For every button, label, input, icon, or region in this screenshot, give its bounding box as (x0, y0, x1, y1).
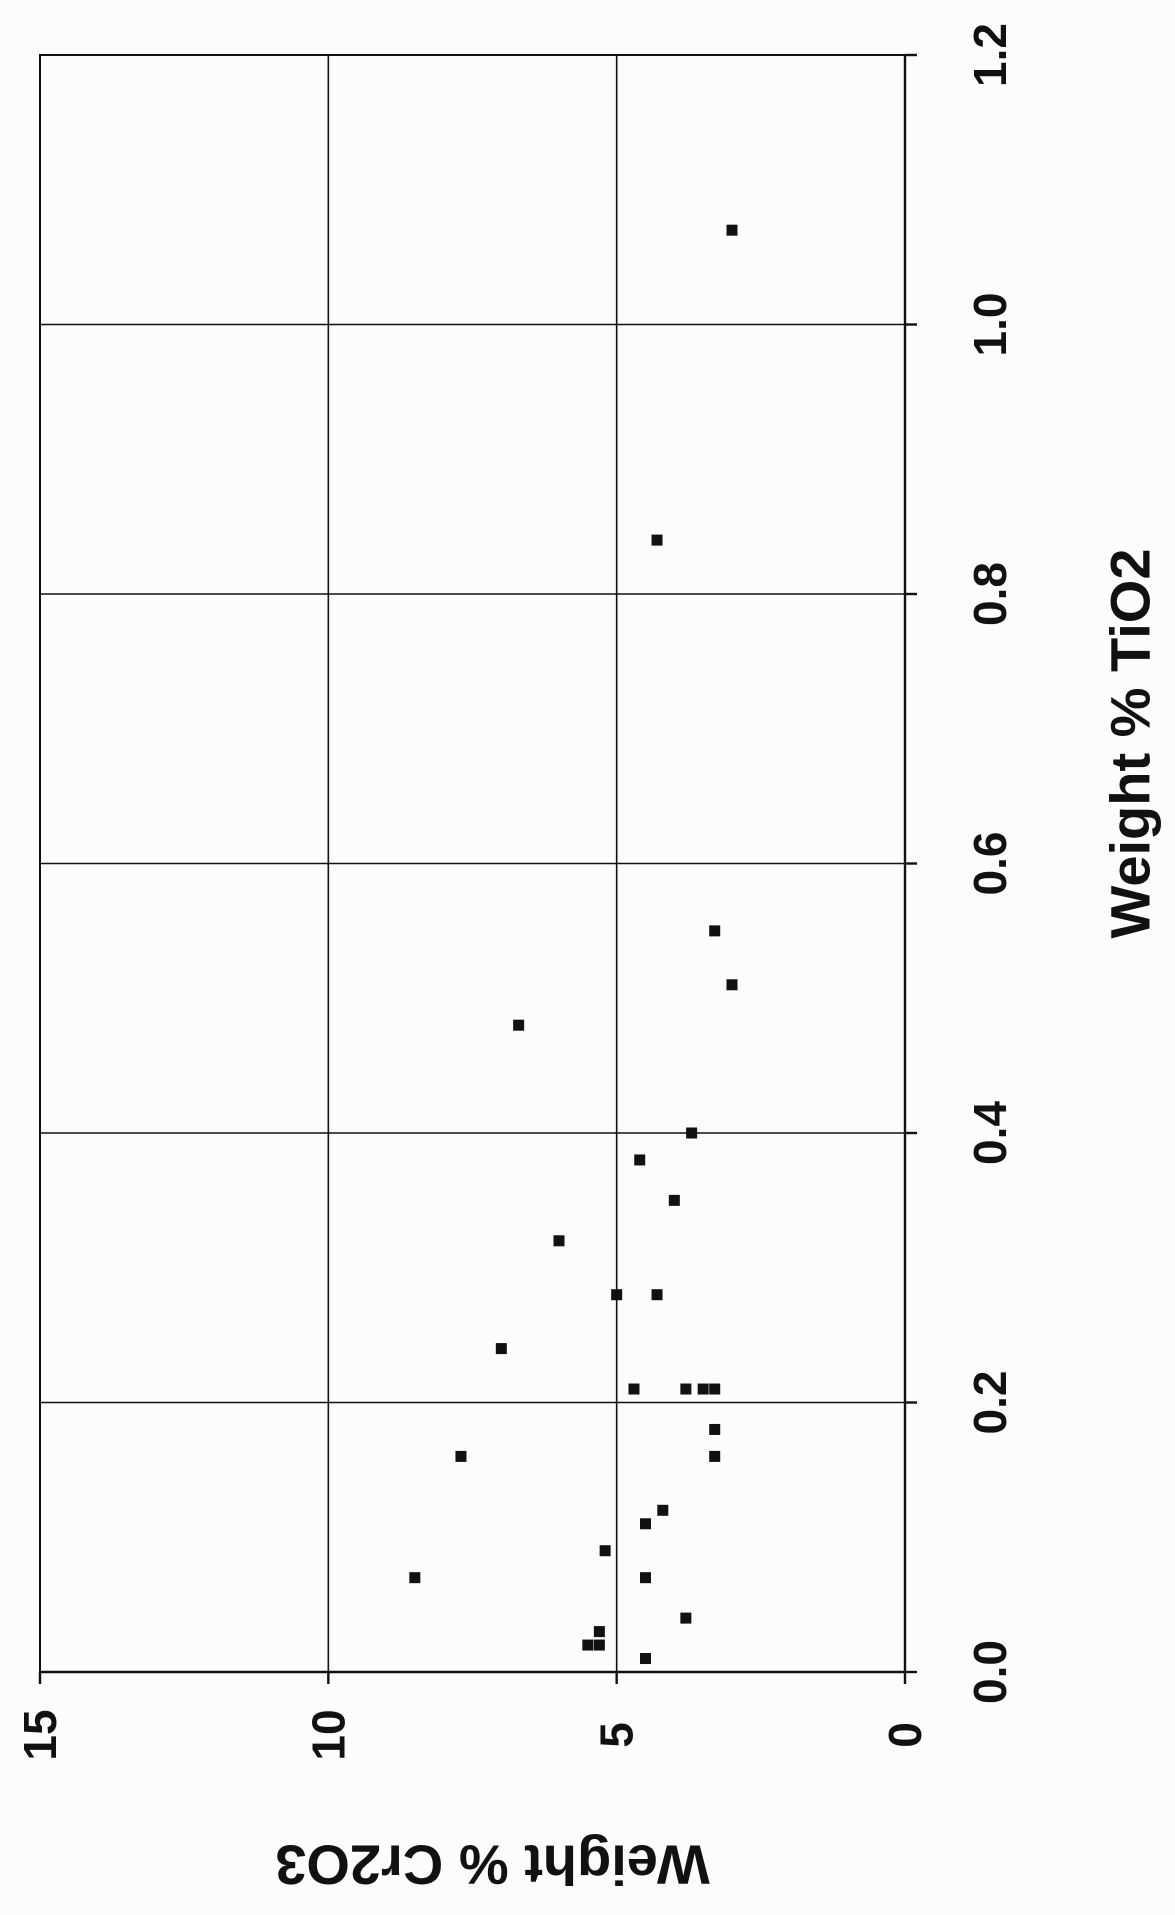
data-point (680, 1383, 692, 1395)
data-point (709, 925, 721, 937)
data-point (582, 1639, 594, 1651)
grid-lines (40, 55, 905, 1672)
data-point (593, 1626, 605, 1638)
data-point (455, 1450, 467, 1462)
tick-labels: 0.0 0.2 0.4 0.6 0.8 1.0 1.2 0 5 10 15 (14, 23, 1016, 1761)
data-point (553, 1235, 565, 1247)
data-point (686, 1127, 698, 1139)
data-point (709, 1383, 721, 1395)
data-point (640, 1518, 651, 1530)
data-point (640, 1653, 651, 1665)
data-point (668, 1194, 680, 1206)
data-point (726, 224, 738, 236)
x-tick-label: 1.0 (964, 293, 1016, 357)
x-axis-title: Weight % TiO2 (1099, 549, 1162, 939)
x-tick-label: 0.4 (964, 1101, 1016, 1165)
data-points (409, 224, 738, 1665)
x-tick-label: 0.8 (964, 562, 1016, 626)
y-tick-label: 10 (302, 1709, 354, 1760)
x-tick-label: 0.0 (964, 1640, 1016, 1704)
data-point (726, 979, 738, 991)
y-tick-label: 0 (879, 1722, 931, 1748)
data-point (611, 1289, 623, 1301)
y-tick-label: 5 (591, 1722, 643, 1748)
x-tick-label: 1.2 (964, 23, 1016, 87)
data-point (697, 1383, 709, 1395)
data-point (634, 1154, 646, 1166)
data-point (495, 1343, 507, 1355)
x-tick-label: 0.2 (964, 1371, 1016, 1435)
data-point (599, 1545, 611, 1557)
data-point (640, 1572, 651, 1584)
x-tick-label: 0.6 (964, 832, 1016, 896)
axes (38, 53, 917, 1684)
y-axis-title: Weight % Cr2O3 (275, 1834, 710, 1897)
data-point (680, 1612, 692, 1624)
data-point (409, 1572, 421, 1584)
data-point (593, 1639, 605, 1651)
data-point (651, 534, 663, 546)
data-point (513, 1019, 525, 1031)
data-point (657, 1504, 669, 1516)
data-point (628, 1383, 640, 1395)
data-point (709, 1450, 721, 1462)
data-point (651, 1289, 663, 1301)
data-point (709, 1423, 721, 1435)
y-tick-label: 15 (14, 1709, 66, 1760)
